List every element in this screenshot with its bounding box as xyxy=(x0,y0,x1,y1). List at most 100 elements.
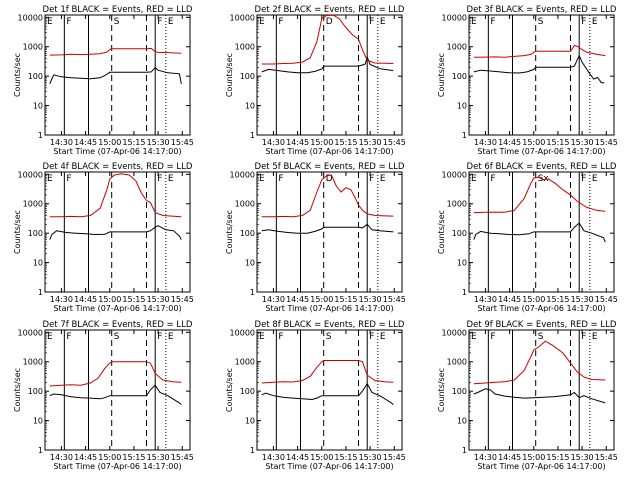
x-tick-label-15:15: 15:15 xyxy=(334,453,357,462)
x-tick-label-14:30: 14:30 xyxy=(262,138,285,147)
x-axis-label: Start Time (07-Apr-06 14:17:00) xyxy=(477,462,605,471)
chart-title: Det 9f BLACK = Events, RED = LLD xyxy=(467,320,617,330)
x-tick-label-14:45: 14:45 xyxy=(74,138,97,147)
x-tick-label-15:30: 15:30 xyxy=(571,453,594,462)
x-tick-label-14:30: 14:30 xyxy=(50,295,73,304)
y-axis-label: Counts/sec xyxy=(437,53,446,97)
y-tick-label-100: 100 xyxy=(28,72,43,81)
marker-label-1: E xyxy=(259,17,265,27)
series-line-lld xyxy=(49,173,182,218)
chart-title: Det 1f BLACK = Events, RED = LLD xyxy=(43,5,193,15)
x-tick-label-14:45: 14:45 xyxy=(286,295,309,304)
y-axis-label: Counts/sec xyxy=(225,210,234,254)
y-tick-label-1: 1 xyxy=(38,446,43,455)
marker-label-2: F xyxy=(278,332,283,342)
marker-label-6: F xyxy=(369,17,374,27)
marker-label-4: S xyxy=(538,17,544,27)
marker-label-4: S xyxy=(326,332,332,342)
marker-label-6: F xyxy=(369,174,374,184)
marker-label-2: F xyxy=(66,332,71,342)
x-tick-label-15:30: 15:30 xyxy=(359,138,382,147)
series-line-events xyxy=(473,388,606,404)
y-tick-label-10000: 10000 xyxy=(18,170,43,179)
x-tick-label-15:30: 15:30 xyxy=(147,138,170,147)
chart-title: Det 6f BLACK = Events, RED = LLD xyxy=(467,162,617,172)
x-tick-label-15:45: 15:45 xyxy=(595,138,618,147)
x-tick-label-14:30: 14:30 xyxy=(474,453,497,462)
y-tick-label-1000: 1000 xyxy=(235,200,255,209)
x-tick-label-14:45: 14:45 xyxy=(498,453,521,462)
y-tick-label-1000: 1000 xyxy=(23,200,43,209)
x-tick-label-15:00: 15:00 xyxy=(522,295,545,304)
y-axis-label: Counts/sec xyxy=(13,368,22,412)
y-axis-label: Counts/sec xyxy=(437,368,446,412)
x-tick-label-15:15: 15:15 xyxy=(546,138,569,147)
y-tick-label-100: 100 xyxy=(452,229,467,238)
y-tick-label-10: 10 xyxy=(457,259,467,268)
marker-label-2: F xyxy=(66,17,71,27)
marker-label-2: F xyxy=(278,174,283,184)
x-tick-label-15:45: 15:45 xyxy=(171,453,194,462)
plot-frame xyxy=(44,329,191,451)
y-tick-label-10000: 10000 xyxy=(442,170,467,179)
series-line-events xyxy=(261,382,394,405)
y-tick-label-10: 10 xyxy=(457,102,467,111)
x-axis-label: Start Time (07-Apr-06 14:17:00) xyxy=(53,304,181,313)
y-tick-label-1000: 1000 xyxy=(23,43,43,52)
marker-label-1: E xyxy=(471,17,477,27)
y-tick-label-10: 10 xyxy=(33,259,43,268)
marker-label-7: E xyxy=(380,174,386,184)
x-tick-label-15:45: 15:45 xyxy=(383,295,406,304)
series-line-lld xyxy=(261,360,394,384)
marker-label-4: D xyxy=(326,17,333,27)
marker-label-4: Sx xyxy=(538,174,550,184)
y-tick-label-10: 10 xyxy=(33,417,43,426)
x-tick-label-15:15: 15:15 xyxy=(546,453,569,462)
x-tick-label-15:00: 15:00 xyxy=(98,138,121,147)
x-tick-label-15:45: 15:45 xyxy=(383,138,406,147)
x-tick-label-14:30: 14:30 xyxy=(474,295,497,304)
marker-label-6: F xyxy=(369,332,374,342)
x-tick-label-15:30: 15:30 xyxy=(359,295,382,304)
x-tick-label-15:30: 15:30 xyxy=(147,295,170,304)
series-line-events xyxy=(49,66,182,84)
y-tick-label-10000: 10000 xyxy=(442,328,467,337)
marker-label-6: F xyxy=(581,17,586,27)
series-line-events xyxy=(261,223,394,234)
series-line-events xyxy=(473,222,606,243)
x-tick-label-15:00: 15:00 xyxy=(310,295,333,304)
y-tick-label-10000: 10000 xyxy=(230,170,255,179)
y-axis-label: Counts/sec xyxy=(225,368,234,412)
x-tick-label-14:45: 14:45 xyxy=(286,138,309,147)
y-tick-label-100: 100 xyxy=(28,229,43,238)
y-tick-label-1: 1 xyxy=(250,131,255,140)
y-tick-label-1: 1 xyxy=(38,288,43,297)
x-tick-label-15:00: 15:00 xyxy=(98,295,121,304)
y-tick-label-10000: 10000 xyxy=(230,13,255,22)
chart-title: Det 7f BLACK = Events, RED = LLD xyxy=(43,320,193,330)
marker-label-2: F xyxy=(490,17,495,27)
y-tick-label-1: 1 xyxy=(250,288,255,297)
x-tick-label-14:45: 14:45 xyxy=(498,295,521,304)
series-line-lld xyxy=(261,174,394,218)
x-tick-label-15:00: 15:00 xyxy=(522,138,545,147)
marker-label-4: S xyxy=(114,332,120,342)
chart-title: Det 4f BLACK = Events, RED = LLD xyxy=(43,162,193,172)
plot-frame xyxy=(256,171,403,293)
x-tick-label-15:45: 15:45 xyxy=(171,138,194,147)
y-tick-label-10000: 10000 xyxy=(230,328,255,337)
marker-label-7: E xyxy=(168,332,174,342)
y-tick-label-1000: 1000 xyxy=(447,200,467,209)
marker-label-2: F xyxy=(278,17,283,27)
y-tick-label-1: 1 xyxy=(462,446,467,455)
y-tick-label-1: 1 xyxy=(38,131,43,140)
y-tick-label-10000: 10000 xyxy=(18,13,43,22)
series-line-lld xyxy=(473,44,606,58)
